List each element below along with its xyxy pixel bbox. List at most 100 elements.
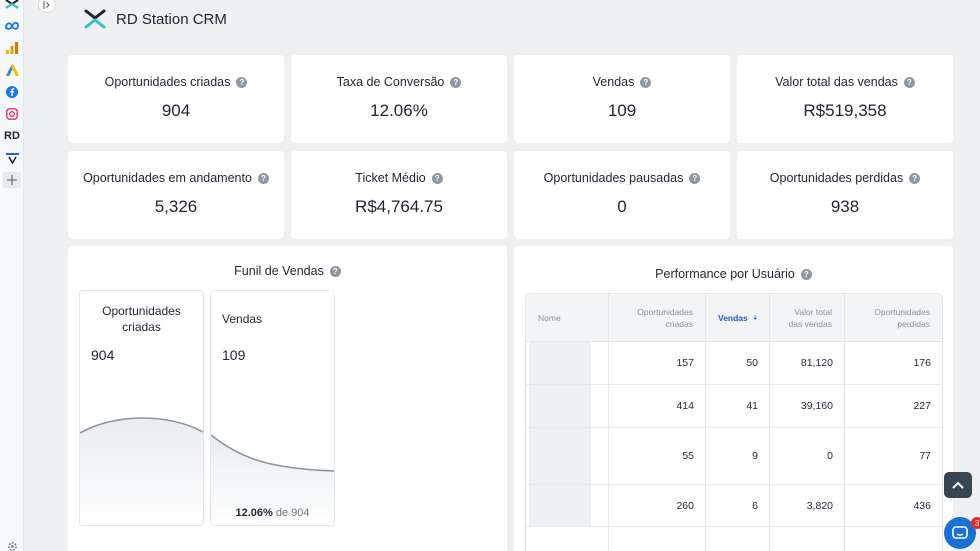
- column-header-valor-total[interactable]: Valor total das vendas: [770, 294, 845, 341]
- help-icon[interactable]: ?: [257, 172, 269, 184]
- kpi-label: Oportunidades em andamento: [83, 171, 252, 185]
- help-icon[interactable]: ?: [236, 76, 248, 88]
- app-header: RD Station CRM: [84, 8, 227, 30]
- scroll-to-top-button[interactable]: [944, 472, 972, 498]
- kpi-label: Taxa de Conversão: [336, 75, 445, 89]
- kpi-value: 12.06%: [370, 101, 428, 120]
- integration-icon[interactable]: [3, 150, 21, 166]
- table-row[interactable]: 55 9 0 77: [526, 428, 942, 485]
- meta-icon[interactable]: [3, 18, 21, 34]
- performance-panel: Performance por Usuário? Nome Oportunida…: [514, 246, 953, 551]
- kpi-card-ticket-medio: Ticket Médio? R$4,764.75: [291, 151, 507, 239]
- table-row[interactable]: 260 6 3,820 436: [526, 485, 942, 527]
- analytics-icon[interactable]: [3, 40, 21, 56]
- cell-vendas: 9: [706, 428, 770, 484]
- google-ads-icon[interactable]: [3, 62, 21, 78]
- table-row[interactable]: 414 41 39,160 227: [526, 385, 942, 428]
- funnel-conversion-base: de 904: [275, 507, 310, 519]
- user-name-cell: [526, 527, 609, 551]
- funnel-stage-value: 904: [91, 347, 115, 363]
- kpi-value: 938: [830, 197, 860, 216]
- kpi-label: Oportunidades pausadas: [543, 171, 684, 185]
- kpi-label: Oportunidades criadas: [104, 75, 231, 89]
- column-header-vendas-label: Vendas: [718, 312, 748, 323]
- cell-perdidas: 176: [913, 357, 931, 369]
- table-row[interactable]: [526, 527, 942, 551]
- column-header-oportunidades-criadas[interactable]: Oportunidades criadas: [609, 294, 706, 341]
- funnel-stage-vendas: Vendas 109 12.06% de 904: [210, 290, 335, 526]
- help-icon[interactable]: ?: [800, 268, 812, 280]
- performance-table: Nome Oportunidades criadas Vendas Valor …: [525, 293, 943, 551]
- kpi-value: R$4,764.75: [355, 197, 443, 216]
- arrow-down-icon: [753, 315, 757, 320]
- column-header-oportunidades-perdidas[interactable]: Oportunidades perdidas: [874, 306, 930, 329]
- cell-vendas: [706, 527, 770, 551]
- cell-criadas: 55: [609, 428, 706, 484]
- funnel-curve-criadas: [80, 417, 203, 525]
- kpi-label: Oportunidades perdidas: [769, 171, 904, 185]
- cell-vendas: 50: [706, 342, 770, 384]
- cell-vendas: 41: [706, 385, 770, 427]
- help-icon[interactable]: ?: [450, 76, 462, 88]
- kpi-card-taxa-de-conversao: Taxa de Conversão? 12.06%: [291, 55, 507, 143]
- rd-logo-icon[interactable]: [3, 0, 21, 12]
- kpi-card-oportunidades-em-andamento: Oportunidades em andamento? 5,326: [68, 151, 284, 239]
- kpi-card-oportunidades-perdidas: Oportunidades perdidas? 938: [737, 151, 953, 239]
- add-icon[interactable]: [3, 172, 21, 188]
- performance-title: Performance por Usuário: [655, 267, 795, 281]
- cell-perdidas: 436: [913, 499, 931, 512]
- rd-station-label[interactable]: RD: [4, 130, 20, 142]
- kpi-card-valor-total-das-vendas: Valor total das vendas? R$519,358: [737, 55, 953, 143]
- kpi-value: 0: [617, 197, 627, 216]
- user-name-cell: [526, 342, 609, 384]
- user-name-cell: [526, 485, 609, 526]
- funnel-stage-label: Vendas: [222, 312, 263, 326]
- kpi-value: R$519,358: [803, 101, 887, 120]
- redacted-name: [529, 385, 591, 427]
- table-header: Nome Oportunidades criadas Vendas Valor …: [526, 294, 942, 342]
- funnel-title: Funil de Vendas: [234, 264, 324, 278]
- funnel-stage-value: 109: [222, 347, 246, 363]
- help-icon[interactable]: ?: [909, 172, 921, 184]
- funnel-conversion-pct: 12.06%: [235, 507, 273, 519]
- help-icon[interactable]: ?: [903, 76, 915, 88]
- help-icon[interactable]: ?: [640, 76, 652, 88]
- kpi-value: 109: [607, 101, 637, 120]
- redacted-name: [529, 342, 591, 384]
- kpi-label: Valor total das vendas: [775, 75, 898, 89]
- chat-notification-badge: 3: [971, 517, 980, 529]
- funnel-stage-label: Oportunidades criadas: [102, 304, 181, 334]
- kpi-card-vendas: Vendas? 109: [514, 55, 730, 143]
- cell-vendas: 6: [706, 485, 770, 526]
- cell-perdidas: 227: [913, 400, 931, 412]
- cell-criadas: [609, 527, 706, 551]
- kpi-value: 904: [161, 101, 191, 120]
- help-icon[interactable]: ?: [431, 172, 443, 184]
- cell-perdidas: [845, 527, 942, 551]
- collapse-sidebar-button[interactable]: [38, 0, 56, 13]
- settings-icon[interactable]: [3, 538, 21, 551]
- kpi-card-oportunidades-criadas: Oportunidades criadas? 904: [68, 55, 284, 143]
- cell-valor: 0: [770, 428, 845, 484]
- funnel-stage-oportunidades-criadas: Oportunidades criadas 904: [79, 290, 204, 526]
- app-title: RD Station CRM: [116, 10, 227, 28]
- help-icon[interactable]: ?: [329, 265, 341, 277]
- instagram-icon[interactable]: [3, 106, 21, 122]
- rd-station-logo-icon: [84, 9, 106, 29]
- chevron-right-icon: [43, 1, 50, 9]
- table-row[interactable]: 157 50 81,120 176: [526, 342, 942, 385]
- chat-button[interactable]: [944, 517, 976, 549]
- kpi-label: Ticket Médio: [355, 171, 426, 185]
- kpi-label: Vendas: [592, 75, 635, 89]
- cell-criadas: 260: [609, 485, 706, 526]
- redacted-name: [529, 485, 591, 526]
- column-header-vendas[interactable]: Vendas: [706, 294, 770, 341]
- cell-valor: 39,160: [770, 385, 845, 427]
- column-header-nome[interactable]: Nome: [526, 294, 609, 341]
- help-icon[interactable]: ?: [689, 172, 701, 184]
- cell-criadas: 157: [609, 342, 706, 384]
- chat-icon: [952, 526, 968, 539]
- cell-valor: [770, 527, 845, 551]
- facebook-icon[interactable]: [3, 84, 21, 100]
- kpi-card-oportunidades-pausadas: Oportunidades pausadas? 0: [514, 151, 730, 239]
